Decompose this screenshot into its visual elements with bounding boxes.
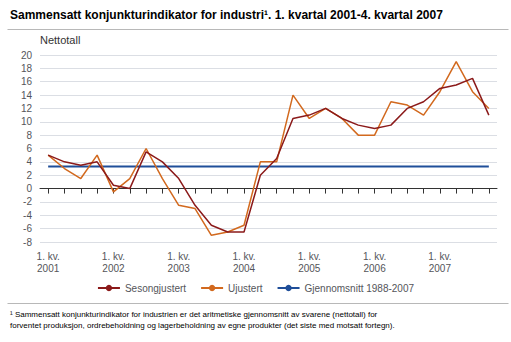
svg-text:20: 20	[21, 50, 33, 61]
svg-text:2: 2	[26, 170, 32, 181]
svg-text:2002: 2002	[102, 263, 125, 274]
svg-text:1. kv.: 1. kv.	[102, 251, 125, 262]
svg-text:2006: 2006	[363, 263, 386, 274]
svg-text:¹ Sammensatt konjunkturindikat: ¹ Sammensatt konjunkturindikator for ind…	[10, 310, 378, 319]
svg-text:16: 16	[21, 76, 33, 87]
svg-text:2005: 2005	[298, 263, 321, 274]
svg-text:18: 18	[21, 63, 33, 74]
svg-text:1. kv.: 1. kv.	[232, 251, 255, 262]
svg-text:2007: 2007	[429, 263, 452, 274]
svg-text:-8: -8	[23, 237, 32, 248]
svg-text:4: 4	[26, 156, 32, 167]
svg-text:1. kv.: 1. kv.	[428, 251, 451, 262]
svg-text:2004: 2004	[233, 263, 256, 274]
svg-text:10: 10	[21, 116, 33, 127]
svg-text:1. kv.: 1. kv.	[298, 251, 321, 262]
svg-text:Ujustert: Ujustert	[228, 283, 263, 294]
svg-text:forventet produksjon, ordrebeh: forventet produksjon, ordrebeholdning og…	[10, 321, 395, 330]
svg-text:-2: -2	[23, 196, 32, 207]
svg-text:Sesongjustert: Sesongjustert	[125, 283, 186, 294]
svg-text:2001: 2001	[37, 263, 60, 274]
svg-text:Nettotall: Nettotall	[40, 34, 80, 46]
svg-text:6: 6	[26, 143, 32, 154]
svg-text:Sammensatt konjunkturindikator: Sammensatt konjunkturindikator for indus…	[10, 8, 443, 22]
svg-text:-4: -4	[23, 210, 32, 221]
svg-text:8: 8	[26, 130, 32, 141]
svg-text:0: 0	[26, 183, 32, 194]
svg-text:1. kv.: 1. kv.	[37, 251, 60, 262]
svg-text:1. kv.: 1. kv.	[167, 251, 190, 262]
svg-text:-6: -6	[23, 223, 32, 234]
svg-text:12: 12	[21, 103, 33, 114]
svg-text:2003: 2003	[168, 263, 191, 274]
svg-text:Gjennomsnitt 1988-2007: Gjennomsnitt 1988-2007	[305, 283, 415, 294]
svg-text:14: 14	[21, 90, 33, 101]
svg-text:1. kv.: 1. kv.	[363, 251, 386, 262]
